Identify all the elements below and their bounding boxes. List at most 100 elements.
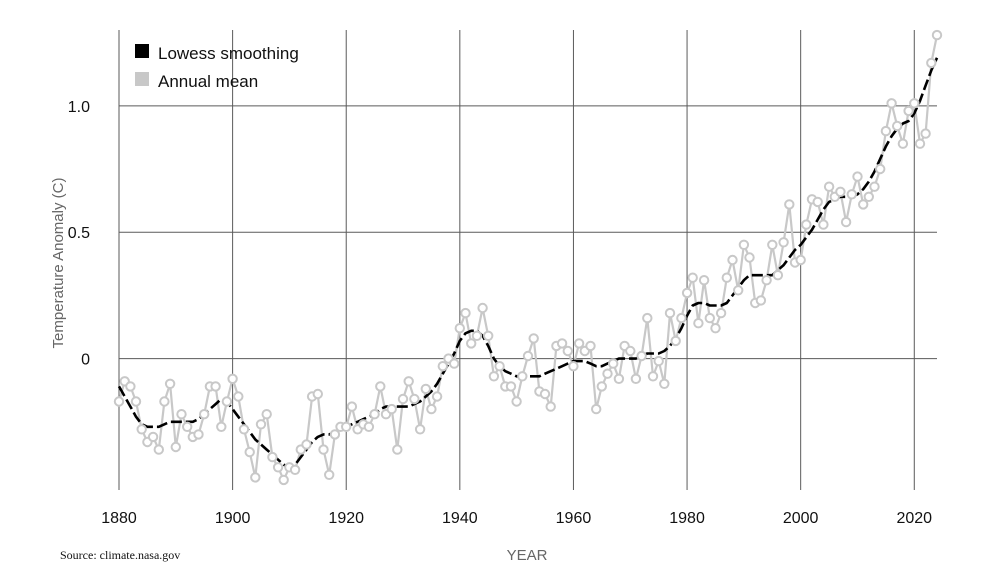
annual-mean-point: [602, 368, 613, 379]
annual-mean-point: [642, 312, 653, 324]
x-tick-label: 1900: [215, 510, 251, 527]
annual-mean-point: [914, 138, 926, 149]
annual-mean-point: [199, 409, 210, 420]
annual-mean-point: [812, 196, 823, 208]
annual-mean-point: [363, 421, 375, 432]
annual-mean-point: [852, 171, 863, 182]
annual-mean-point: [670, 335, 681, 347]
annual-mean-point: [823, 181, 835, 192]
annual-mean-point: [931, 29, 943, 41]
x-tick-label: 2020: [896, 510, 932, 527]
annual-mean-point: [926, 57, 937, 69]
annual-mean-point: [539, 388, 551, 400]
annual-mean-point: [784, 199, 795, 210]
annual-mean-point: [386, 403, 397, 415]
annual-mean-point: [414, 424, 426, 435]
legend-swatch-annual: [135, 72, 149, 86]
annual-mean-point: [301, 439, 312, 450]
annual-mean-point: [318, 444, 329, 455]
annual-mean-point: [431, 391, 443, 402]
annual-mean-point: [630, 373, 642, 384]
annual-mean-point: [613, 373, 625, 384]
x-tick-label: 1880: [101, 510, 137, 527]
annual-mean-point: [153, 444, 165, 455]
annual-mean-point: [767, 239, 778, 251]
annual-mean-point: [920, 128, 931, 139]
annual-mean-point: [454, 323, 465, 334]
annual-mean-point: [778, 237, 789, 248]
annual-mean-point: [801, 219, 812, 230]
tick-labels: 1880 1900 1920 1940 1960 1980 2000 2020 0 0.5 1.0: [68, 99, 932, 527]
annual-mean-point: [250, 472, 261, 483]
annual-mean-point: [676, 312, 687, 324]
annual-mean-point: [875, 163, 886, 175]
annual-mean-point: [693, 318, 704, 329]
annual-mean-point: [846, 189, 857, 200]
annual-mean-point: [341, 421, 352, 432]
annual-mean-point: [704, 312, 715, 324]
annual-mean-point: [403, 376, 414, 387]
annual-mean-point: [897, 138, 909, 149]
annual-mean-point: [903, 105, 914, 117]
annual-mean-point: [511, 396, 522, 407]
annual-mean-point: [591, 403, 602, 415]
legend-label-lowess: Lowess smoothing: [158, 44, 299, 63]
annual-mean-point: [255, 419, 267, 430]
annual-mean-point: [710, 323, 721, 334]
y-tick-label: 0: [81, 352, 90, 369]
legend: Lowess smoothing Annual mean: [135, 44, 299, 91]
annual-mean-point: [261, 409, 272, 420]
annual-mean-point: [715, 307, 727, 319]
annual-mean-point: [568, 361, 579, 372]
annual-mean-point: [653, 355, 664, 367]
annual-mean-point: [125, 381, 136, 392]
annual-mean-point: [522, 350, 534, 362]
annual-mean-point: [130, 396, 142, 407]
annual-mean-point: [329, 429, 341, 440]
y-axis-label: Temperature Anomaly (C): [50, 178, 67, 349]
annual-mean-point: [488, 371, 500, 382]
legend-swatch-lowess: [135, 44, 149, 58]
annual-mean-point: [210, 381, 221, 392]
series-layer: [113, 29, 943, 486]
annual-mean-point: [744, 252, 755, 263]
annual-mean-point: [625, 345, 636, 357]
annual-mean-point: [772, 270, 784, 281]
annual-mean-point: [528, 333, 539, 344]
annual-mean-point: [562, 345, 573, 357]
annual-mean-point: [909, 98, 920, 109]
x-tick-label: 1920: [328, 510, 364, 527]
x-tick-label: 1980: [669, 510, 705, 527]
annual-mean-point: [738, 239, 750, 251]
annual-mean-point: [795, 254, 806, 266]
annual-mean-point: [886, 98, 897, 109]
annual-mean-point: [483, 330, 494, 341]
annual-mean-point: [420, 383, 431, 395]
annual-mean-point: [437, 361, 448, 372]
annual-mean-point: [471, 330, 483, 341]
lowess-smoothing-line: [117, 57, 939, 469]
annual-mean-point: [494, 361, 505, 372]
annual-mean-point: [869, 181, 880, 192]
annual-mean-point: [517, 371, 528, 382]
annual-mean-point: [647, 371, 659, 382]
annual-mean-point: [426, 403, 437, 415]
annual-mean-point: [863, 191, 874, 203]
x-tick-label: 1960: [556, 510, 592, 527]
annual-mean-line: [117, 34, 939, 483]
annual-mean-point: [466, 338, 477, 349]
source-note: Source: climate.nasa.gov: [60, 548, 180, 562]
annual-mean-point: [113, 396, 125, 407]
annual-mean-point: [193, 429, 204, 440]
annual-mean-point: [182, 421, 193, 432]
x-tick-label: 1940: [442, 510, 478, 527]
annual-mean-point: [460, 307, 471, 319]
annual-mean-point: [721, 272, 732, 283]
annual-mean-point: [687, 272, 698, 283]
x-tick-label: 2000: [783, 510, 819, 527]
x-axis-label: YEAR: [507, 547, 548, 564]
annual-mean-point: [392, 444, 403, 455]
legend-label-annual: Annual mean: [158, 72, 258, 91]
